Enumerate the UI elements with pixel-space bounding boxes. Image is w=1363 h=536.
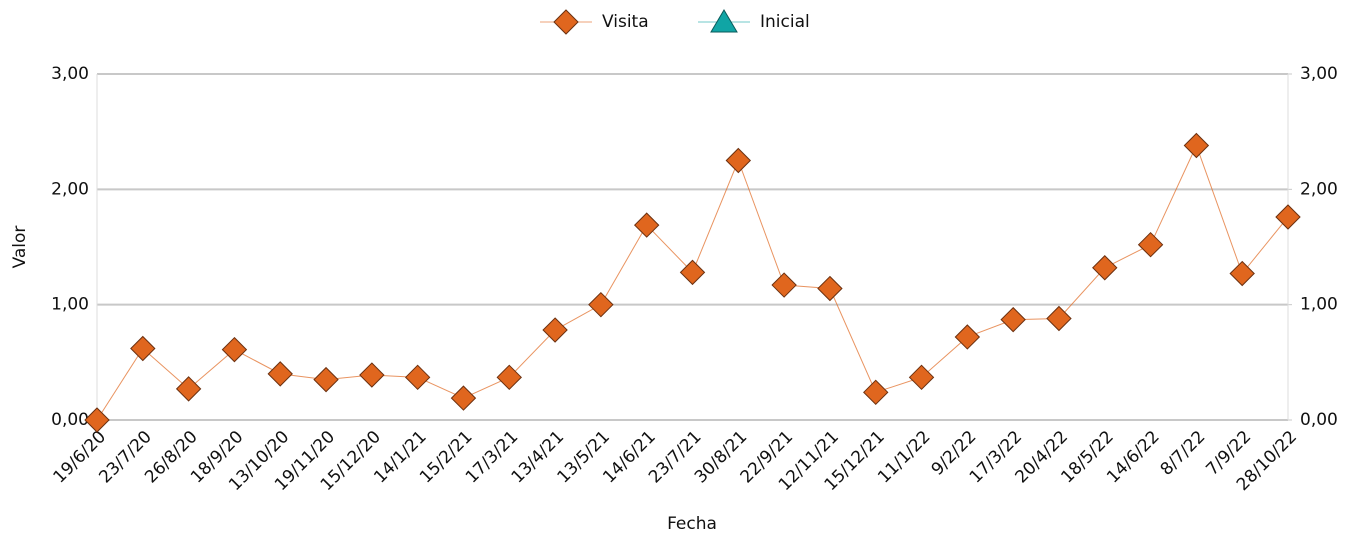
data-point xyxy=(130,335,156,362)
y2-tick-label: 2,00 xyxy=(1300,179,1338,199)
data-point xyxy=(450,385,477,411)
data-point xyxy=(542,317,568,343)
data-point xyxy=(1000,306,1026,333)
data-point xyxy=(1046,305,1072,332)
x-tick-label: 8/7/22 xyxy=(1157,427,1210,480)
data-point xyxy=(1229,260,1255,287)
data-point xyxy=(359,362,385,388)
data-point xyxy=(679,259,706,286)
legend-marker xyxy=(710,9,738,33)
data-point xyxy=(84,407,110,433)
data-point xyxy=(404,364,431,391)
data-point xyxy=(267,361,293,387)
y-tick-label: 3,00 xyxy=(51,64,89,84)
y-tick-label: 2,00 xyxy=(51,179,89,199)
data-point xyxy=(1183,132,1210,159)
legend-marker xyxy=(553,9,579,35)
y-tick-label: 1,00 xyxy=(51,295,89,315)
y2-tick-label: 1,00 xyxy=(1300,295,1338,315)
legend-label: Inicial xyxy=(760,12,810,32)
x-axis-label: Fecha xyxy=(667,514,717,534)
data-point xyxy=(863,379,889,406)
data-point xyxy=(908,364,935,391)
y-axis-label: Valor xyxy=(10,226,30,269)
y-tick-label: 0,00 xyxy=(51,410,89,430)
legend-label: Visita xyxy=(602,12,649,32)
data-point xyxy=(496,364,522,391)
data-point xyxy=(633,212,660,238)
data-point xyxy=(1092,255,1118,281)
data-point xyxy=(817,275,843,302)
data-point xyxy=(954,324,981,350)
data-point xyxy=(588,291,614,318)
data-point xyxy=(175,376,202,402)
data-point xyxy=(1275,204,1301,230)
data-point xyxy=(1137,231,1164,258)
data-point xyxy=(771,272,797,298)
data-point xyxy=(725,147,752,174)
y2-tick-label: 0,00 xyxy=(1300,410,1338,430)
data-point xyxy=(313,366,339,393)
y2-tick-label: 3,00 xyxy=(1300,64,1338,84)
data-point xyxy=(221,336,248,363)
